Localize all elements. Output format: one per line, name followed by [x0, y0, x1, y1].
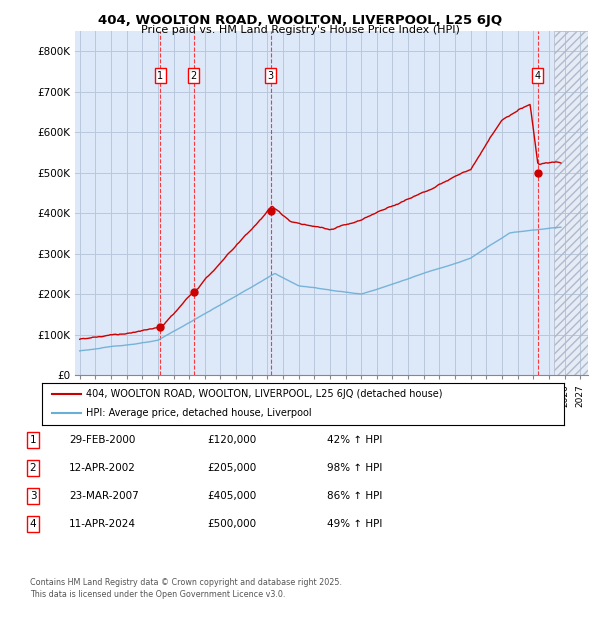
- Text: 1: 1: [29, 435, 37, 445]
- Text: 3: 3: [268, 71, 274, 81]
- Text: 404, WOOLTON ROAD, WOOLTON, LIVERPOOL, L25 6JQ (detached house): 404, WOOLTON ROAD, WOOLTON, LIVERPOOL, L…: [86, 389, 443, 399]
- Text: £405,000: £405,000: [207, 491, 256, 501]
- Text: £120,000: £120,000: [207, 435, 256, 445]
- Text: 42% ↑ HPI: 42% ↑ HPI: [327, 435, 382, 445]
- Text: 86% ↑ HPI: 86% ↑ HPI: [327, 491, 382, 501]
- Bar: [554, 31, 600, 375]
- Text: 404, WOOLTON ROAD, WOOLTON, LIVERPOOL, L25 6JQ: 404, WOOLTON ROAD, WOOLTON, LIVERPOOL, L…: [98, 14, 502, 27]
- Bar: [554, 31, 600, 375]
- Text: 4: 4: [29, 519, 37, 529]
- Text: 12-APR-2002: 12-APR-2002: [69, 463, 136, 473]
- Text: Price paid vs. HM Land Registry's House Price Index (HPI): Price paid vs. HM Land Registry's House …: [140, 25, 460, 35]
- Text: 1: 1: [157, 71, 163, 81]
- Text: Contains HM Land Registry data © Crown copyright and database right 2025.
This d: Contains HM Land Registry data © Crown c…: [30, 578, 342, 599]
- Text: 2: 2: [190, 71, 197, 81]
- Text: £500,000: £500,000: [207, 519, 256, 529]
- Text: 23-MAR-2007: 23-MAR-2007: [69, 491, 139, 501]
- Text: 29-FEB-2000: 29-FEB-2000: [69, 435, 136, 445]
- Text: 98% ↑ HPI: 98% ↑ HPI: [327, 463, 382, 473]
- Text: 11-APR-2024: 11-APR-2024: [69, 519, 136, 529]
- Text: 49% ↑ HPI: 49% ↑ HPI: [327, 519, 382, 529]
- Text: 2: 2: [29, 463, 37, 473]
- Text: HPI: Average price, detached house, Liverpool: HPI: Average price, detached house, Live…: [86, 409, 312, 419]
- Text: 4: 4: [535, 71, 541, 81]
- Text: £205,000: £205,000: [207, 463, 256, 473]
- Bar: [554, 31, 600, 375]
- Text: 3: 3: [29, 491, 37, 501]
